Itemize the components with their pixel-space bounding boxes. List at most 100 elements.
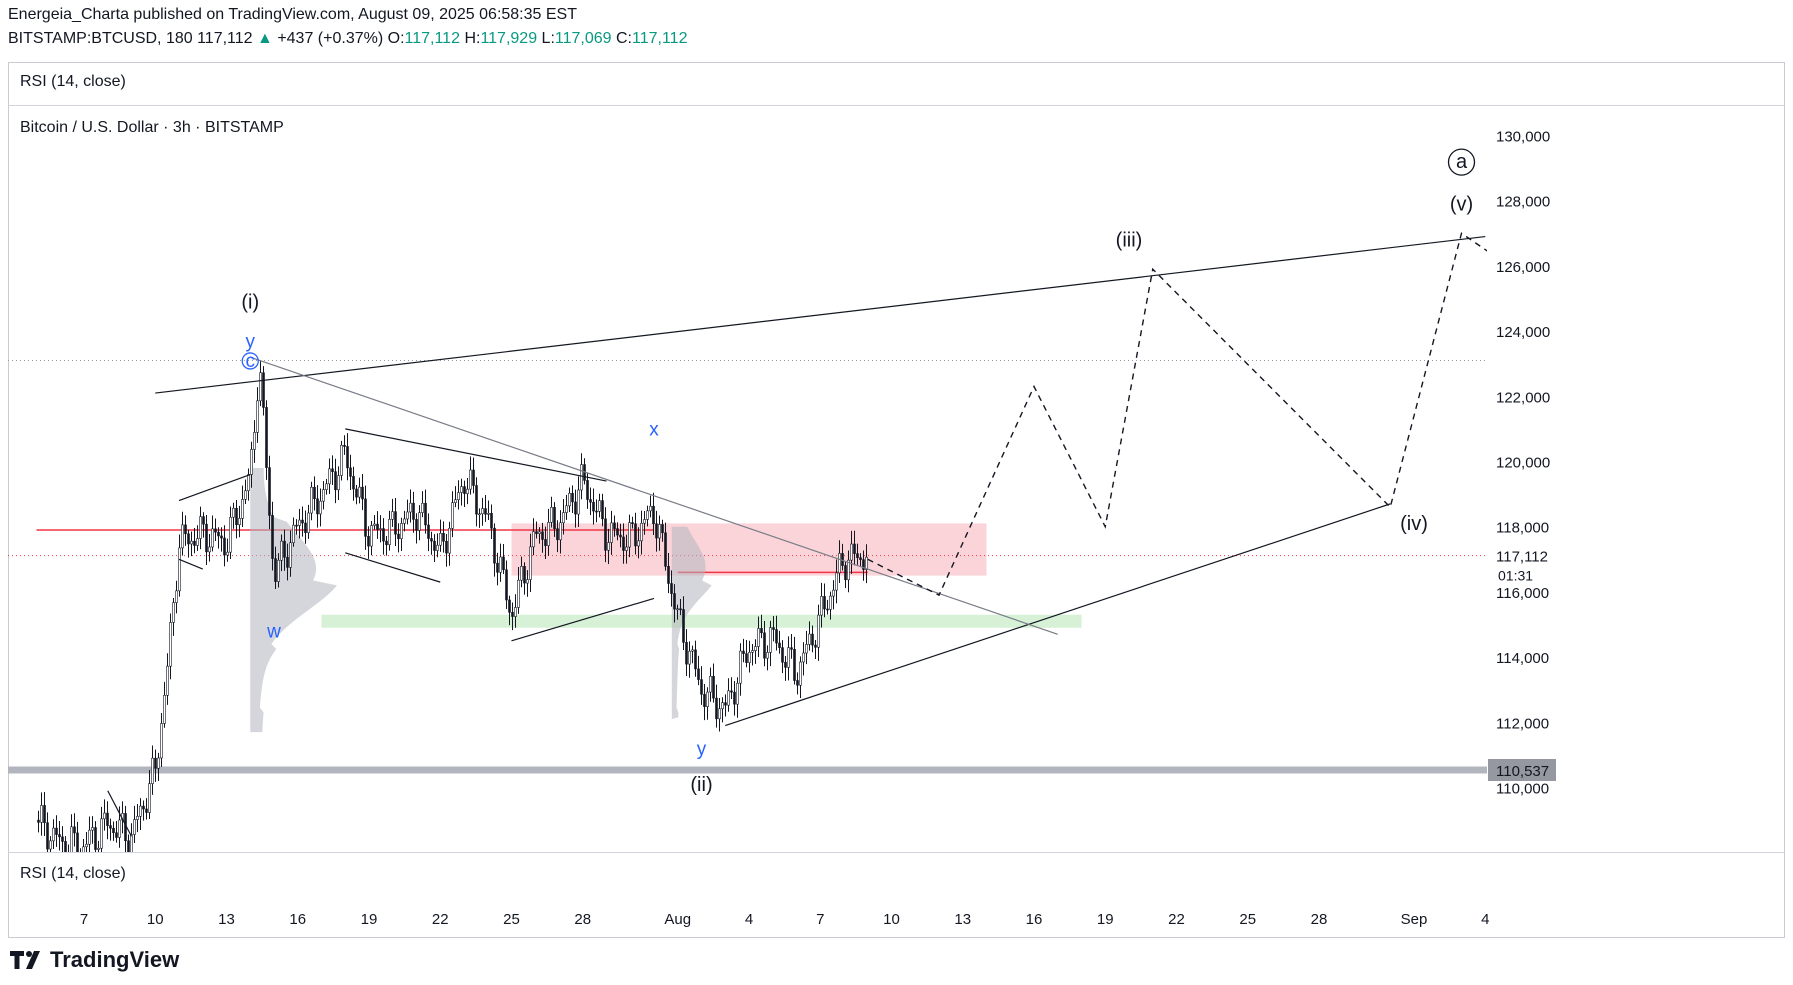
candle-body xyxy=(202,516,205,525)
candle-body xyxy=(295,524,298,527)
tradingview-logo-icon xyxy=(10,951,40,969)
x-tick-label: 4 xyxy=(745,911,753,928)
wave-label-8: (iv) xyxy=(1400,513,1428,535)
candle-body xyxy=(670,583,673,594)
x-tick-label: Aug xyxy=(664,911,691,928)
candle-body xyxy=(190,540,193,545)
candle-body xyxy=(463,486,466,494)
candle-body xyxy=(523,566,526,584)
candle-body xyxy=(811,633,814,646)
candle-body xyxy=(484,508,487,515)
wave-label-1: y xyxy=(246,331,256,352)
candle-body xyxy=(766,652,769,659)
candle-body xyxy=(862,559,865,570)
candle-body xyxy=(667,566,670,584)
brand-name: TradingView xyxy=(50,947,180,972)
wave-label-2: c xyxy=(246,351,256,372)
candle-body xyxy=(505,569,508,601)
candle-body xyxy=(745,653,748,663)
candle-body xyxy=(646,510,649,520)
wave-label-3: w xyxy=(266,622,281,643)
open-value: 117,112 xyxy=(404,30,460,47)
candle-body xyxy=(148,783,151,813)
symbol[interactable]: BITSTAMP:BTCUSD, 180 xyxy=(8,30,193,47)
candle-body xyxy=(385,540,388,546)
chart-title[interactable]: Bitcoin / U.S. Dollar · 3h · BITSTAMP xyxy=(20,119,284,136)
candle-body xyxy=(340,444,343,476)
candle-body xyxy=(550,507,553,523)
candle-body xyxy=(304,522,307,533)
x-tick-label: 19 xyxy=(361,911,378,928)
candle-body xyxy=(790,647,793,650)
candle-body xyxy=(223,537,226,556)
candle-body xyxy=(631,522,634,525)
candle-body xyxy=(700,679,703,695)
rsi-pane-label-bottom[interactable]: RSI (14, close) xyxy=(20,865,126,882)
candle-body xyxy=(835,572,838,591)
candle-body xyxy=(502,556,505,571)
candle-body xyxy=(436,544,439,551)
candle-body xyxy=(262,372,265,408)
candle-body xyxy=(724,702,727,706)
candle-body xyxy=(94,827,97,850)
candle-body xyxy=(829,595,832,610)
publisher-line: Energeia_Charta published on TradingView… xyxy=(8,6,577,24)
candle-body xyxy=(358,486,361,498)
pane-separator-bottom[interactable] xyxy=(8,852,1785,853)
candle-body xyxy=(310,486,313,514)
annotation-circle xyxy=(241,352,259,370)
candle-body xyxy=(625,546,628,551)
candle-body xyxy=(343,444,346,447)
candle-body xyxy=(337,475,340,491)
candle-body xyxy=(445,540,448,554)
pane-separator-top[interactable] xyxy=(8,105,1785,106)
candle-body xyxy=(778,642,781,648)
symbol-line: BITSTAMP:BTCUSD, 180 117,112 ▲ +437 (+0.… xyxy=(8,30,687,48)
chart-frame xyxy=(8,62,1785,938)
candle-body xyxy=(142,805,145,810)
candle-body xyxy=(220,535,223,539)
candle-body xyxy=(679,608,682,611)
candle-body xyxy=(661,524,664,534)
candle-body xyxy=(658,524,661,539)
candle-body xyxy=(349,467,352,477)
candle-body xyxy=(460,486,463,493)
x-tick-label: 28 xyxy=(1311,911,1328,928)
tradingview-brand[interactable]: TradingView xyxy=(10,947,179,973)
candle-body xyxy=(520,566,523,581)
candle-body xyxy=(763,632,766,659)
candle-body xyxy=(211,528,214,548)
candle-body xyxy=(568,492,571,507)
candle-body xyxy=(814,644,817,648)
candle-body xyxy=(253,432,256,450)
candle-body xyxy=(616,528,619,536)
candle-body xyxy=(43,805,46,823)
candle-body xyxy=(394,511,397,535)
candle-body xyxy=(544,539,547,546)
candle-body xyxy=(823,596,826,610)
candle-body xyxy=(538,531,541,534)
candle-body xyxy=(373,523,376,526)
candle-body xyxy=(475,485,478,515)
support-price-tag xyxy=(1488,758,1556,781)
candle-body xyxy=(229,516,232,553)
candle-body xyxy=(412,502,415,520)
candle-body xyxy=(808,633,811,645)
volume-profile xyxy=(671,526,712,720)
candle-body xyxy=(367,536,370,547)
candle-body xyxy=(403,518,406,524)
candle-body xyxy=(469,469,472,490)
x-tick-label: 10 xyxy=(147,911,164,928)
candle-body xyxy=(556,528,559,541)
candle-body xyxy=(703,693,706,707)
rsi-pane-label-top[interactable]: RSI (14, close) xyxy=(20,73,126,90)
candle-body xyxy=(265,407,268,468)
candle-body xyxy=(271,515,274,559)
price-change: +437 (+0.37%) xyxy=(277,30,384,47)
candle-body xyxy=(685,642,688,665)
candle-body xyxy=(181,524,184,549)
countdown-label: 01:31 xyxy=(1498,568,1533,584)
candle-body xyxy=(514,607,517,617)
